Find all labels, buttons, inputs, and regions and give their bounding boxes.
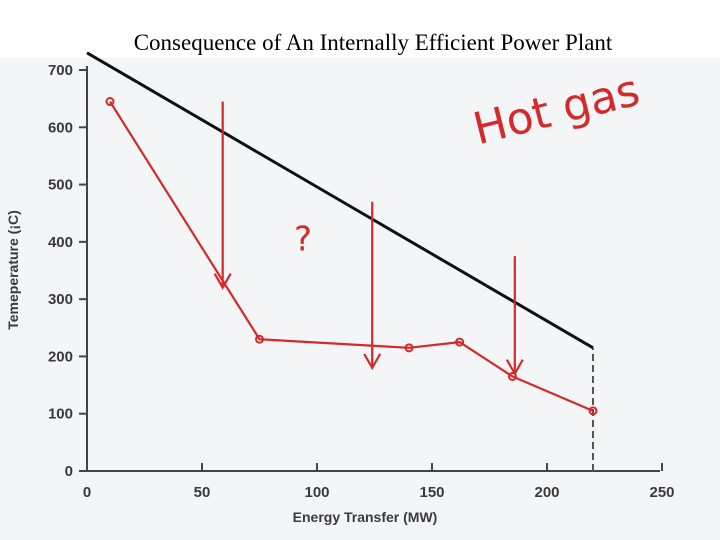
question-mark-annotation: ? [294,219,312,259]
x-tick-label: 100 [304,484,329,501]
y-tick-label: 700 [48,62,73,79]
hot-gas-annotation: Hot gas [468,65,644,155]
hand-drawn-point [588,406,598,416]
heat-transfer-arrow [505,256,524,376]
x-tick-label: 150 [419,484,444,501]
x-ticks: 0 50 100 150 200 250 [83,463,675,501]
y-tick-label: 200 [48,348,73,365]
hand-drawn-point [455,337,465,347]
y-ticks: 0 100 200 300 400 500 600 700 [48,62,87,480]
y-tick-label: 400 [48,234,73,251]
series-layer [86,51,598,471]
heat-transfer-arrow [213,101,232,290]
hand-drawn-point [508,371,517,381]
chart-axes [86,66,660,472]
y-tick-label: 100 [48,406,73,423]
hand-drawn-point [404,343,414,353]
y-tick-label: 500 [48,177,73,194]
x-tick-label: 50 [194,484,211,501]
x-axis-label: Energy Transfer (MW) [293,509,438,525]
hand-drawn-point [255,334,264,344]
annotations-layer: Hot gas? [213,65,645,376]
x-tick-label: 200 [534,484,559,501]
y-tick-label: 600 [48,119,73,136]
x-tick-label: 0 [83,484,91,501]
scanned-chart-background [0,58,720,540]
y-axis-label: Temeperature (¡C) [5,210,21,330]
hand-drawn-point [105,97,115,107]
slide-title: Consequence of An Internally Efficient P… [133,30,613,55]
heat-transfer-arrow [363,201,382,371]
y-tick-label: 300 [48,291,73,308]
hot-gas-line [86,51,594,350]
water-steam-line [109,100,594,412]
x-tick-label: 250 [649,484,674,501]
y-tick-label: 0 [65,463,73,480]
